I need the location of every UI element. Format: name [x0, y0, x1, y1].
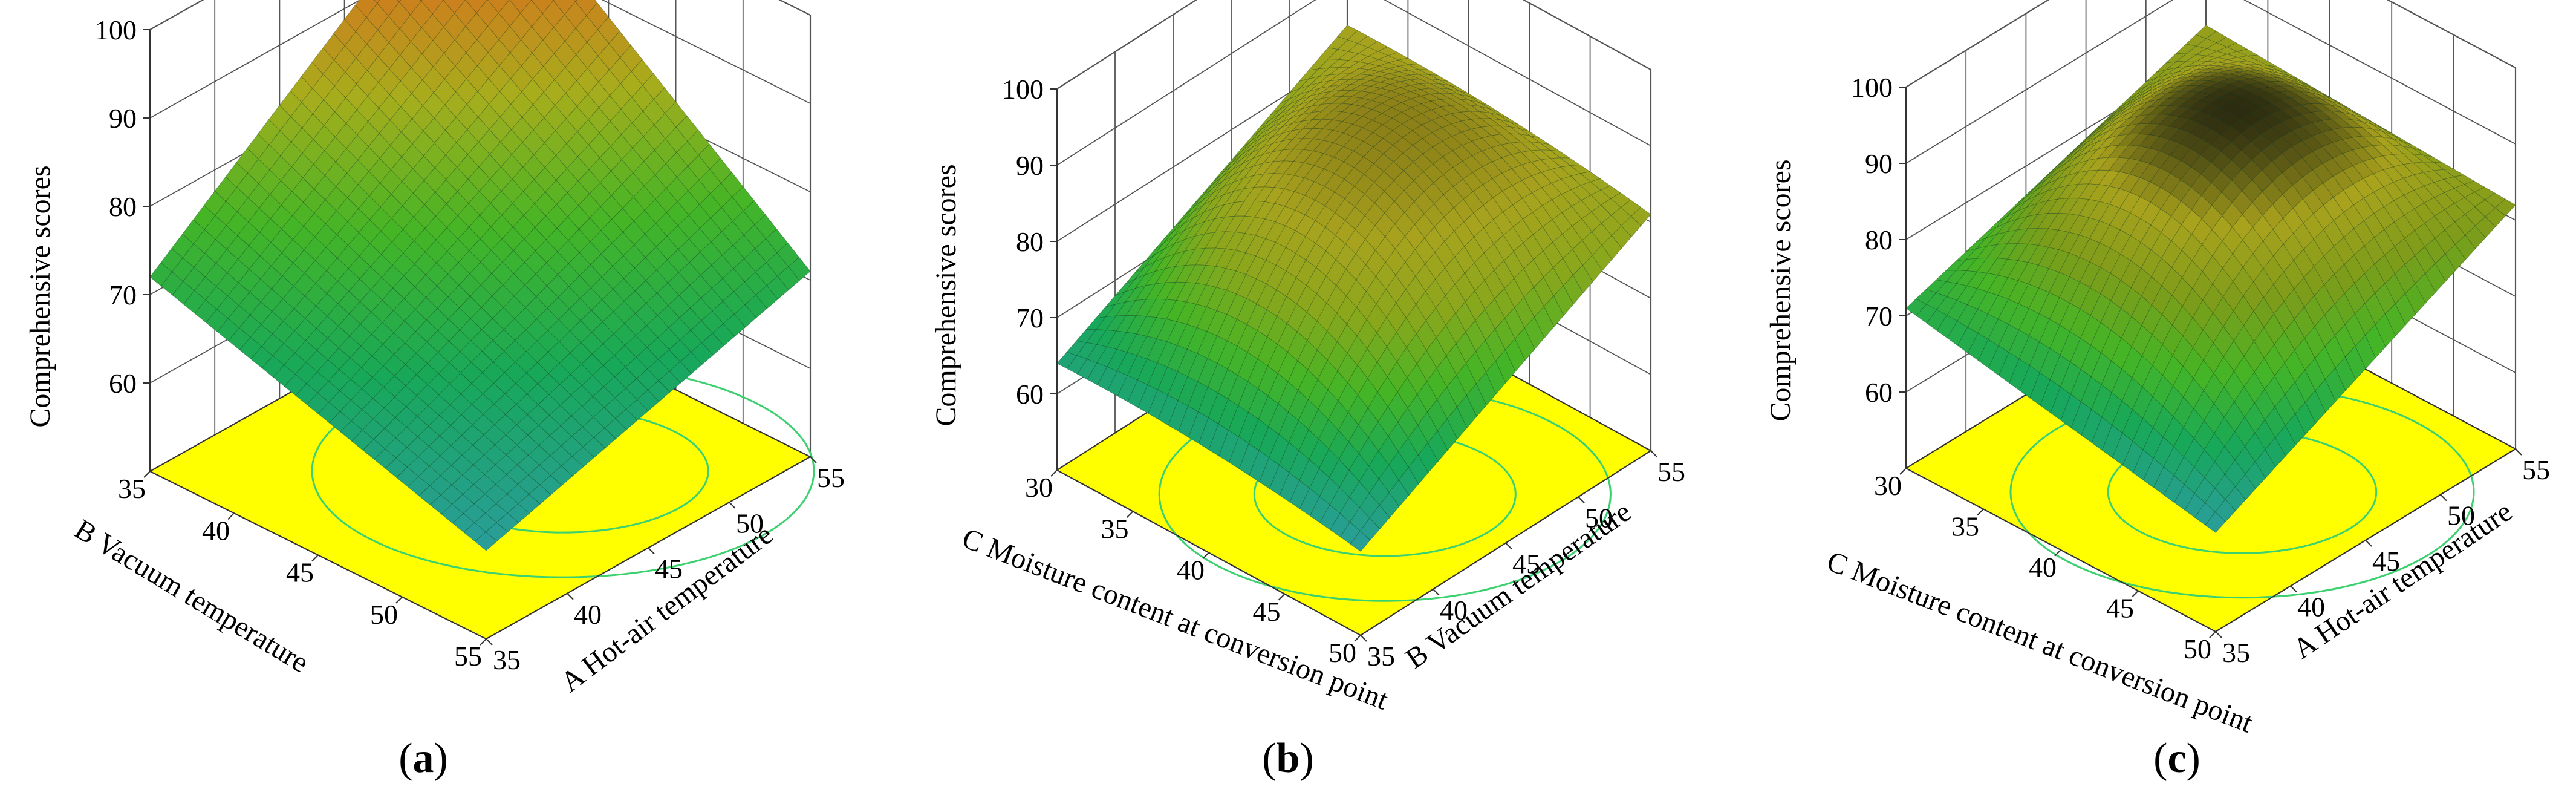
z-tick-label: 80 [109, 191, 137, 222]
z-axis-label: Comprehensive scores [24, 165, 56, 427]
panel-caption: (b) [1262, 735, 1314, 782]
y-tick-label: 45 [1253, 596, 1281, 627]
z-tick-label: 60 [1865, 377, 1893, 408]
z-tick-label: 60 [1016, 379, 1044, 410]
z-tick-label: 90 [109, 103, 137, 134]
y-tick-label: 35 [1101, 513, 1129, 544]
x-tick-label: 55 [2522, 454, 2550, 485]
panel-c-surface [1905, 25, 2516, 533]
y-tick-label: 50 [370, 599, 398, 630]
x-tick-label: 55 [817, 462, 845, 493]
y-tick-label: 35 [118, 473, 146, 504]
x-tick-label: 50 [1585, 502, 1613, 533]
x-tick-label: 45 [1512, 549, 1540, 580]
panel-c-z-axis: 60 70 80 90 100 Comprehensive scores [1764, 72, 1907, 468]
x-tick-label: 50 [2447, 500, 2475, 531]
x-tick-label: 35 [1367, 641, 1395, 672]
x-tick-label: 45 [2372, 546, 2400, 577]
y-tick-label: 45 [286, 557, 314, 588]
z-tick-label: 100 [1851, 72, 1893, 103]
y-tick-label: 40 [2029, 552, 2057, 583]
y-tick-label: 35 [1951, 511, 1979, 542]
panel-caption: (a) [398, 735, 448, 782]
x-tick-label: 40 [1440, 595, 1468, 626]
z-tick-label: 60 [109, 368, 137, 399]
y-axis-label: B Vacuum temperature [69, 513, 314, 679]
panel-a-surface [149, 0, 811, 551]
panel-b: 60 70 80 90 100 Comprehensive scores 30 35 40 45 5… [930, 0, 1685, 782]
z-tick-label: 90 [1865, 148, 1893, 179]
x-tick-label: 35 [2222, 637, 2250, 668]
y-tick-label: 55 [454, 641, 482, 672]
z-tick-label: 100 [95, 15, 137, 45]
x-tick-label: 35 [493, 644, 521, 675]
panel-caption: (c) [2153, 735, 2200, 782]
z-axis-label: Comprehensive scores [1764, 159, 1797, 421]
y-tick-label: 40 [202, 515, 230, 546]
z-axis-label: Comprehensive scores [930, 164, 962, 426]
panel-c: 60 70 80 90 100 Comprehensive scores 30 35 40 45 5… [1764, 0, 2550, 782]
y-tick-label: 30 [1874, 470, 1902, 501]
z-tick-label: 100 [1002, 74, 1044, 105]
z-tick-label: 70 [109, 280, 137, 310]
panel-b-surface [1056, 25, 1651, 552]
z-tick-label: 70 [1865, 301, 1893, 332]
y-tick-label: 45 [2106, 593, 2134, 624]
z-tick-label: 80 [1016, 226, 1044, 257]
y-tick-label: 30 [1025, 472, 1053, 503]
y-tick-label: 50 [2184, 633, 2211, 664]
y-tick-label: 40 [1177, 555, 1205, 586]
x-tick-label: 50 [736, 508, 764, 538]
panel-a-z-axis: 60 70 80 90 100 Comprehensive scores [24, 15, 151, 471]
x-tick-label: 40 [2297, 592, 2325, 623]
x-tick-label: 55 [1657, 456, 1685, 487]
panel-b-z-axis: 60 70 80 90 100 Comprehensive scores [930, 74, 1058, 470]
z-tick-label: 70 [1016, 303, 1044, 333]
z-tick-label: 80 [1865, 224, 1893, 255]
z-tick-label: 90 [1016, 150, 1044, 181]
x-tick-label: 45 [655, 554, 683, 584]
x-tick-label: 40 [574, 599, 602, 630]
y-tick-label: 50 [1329, 637, 1356, 668]
panel-a: 60 70 80 90 100 Comprehensive scores 35 40 45 50 5… [24, 0, 845, 782]
